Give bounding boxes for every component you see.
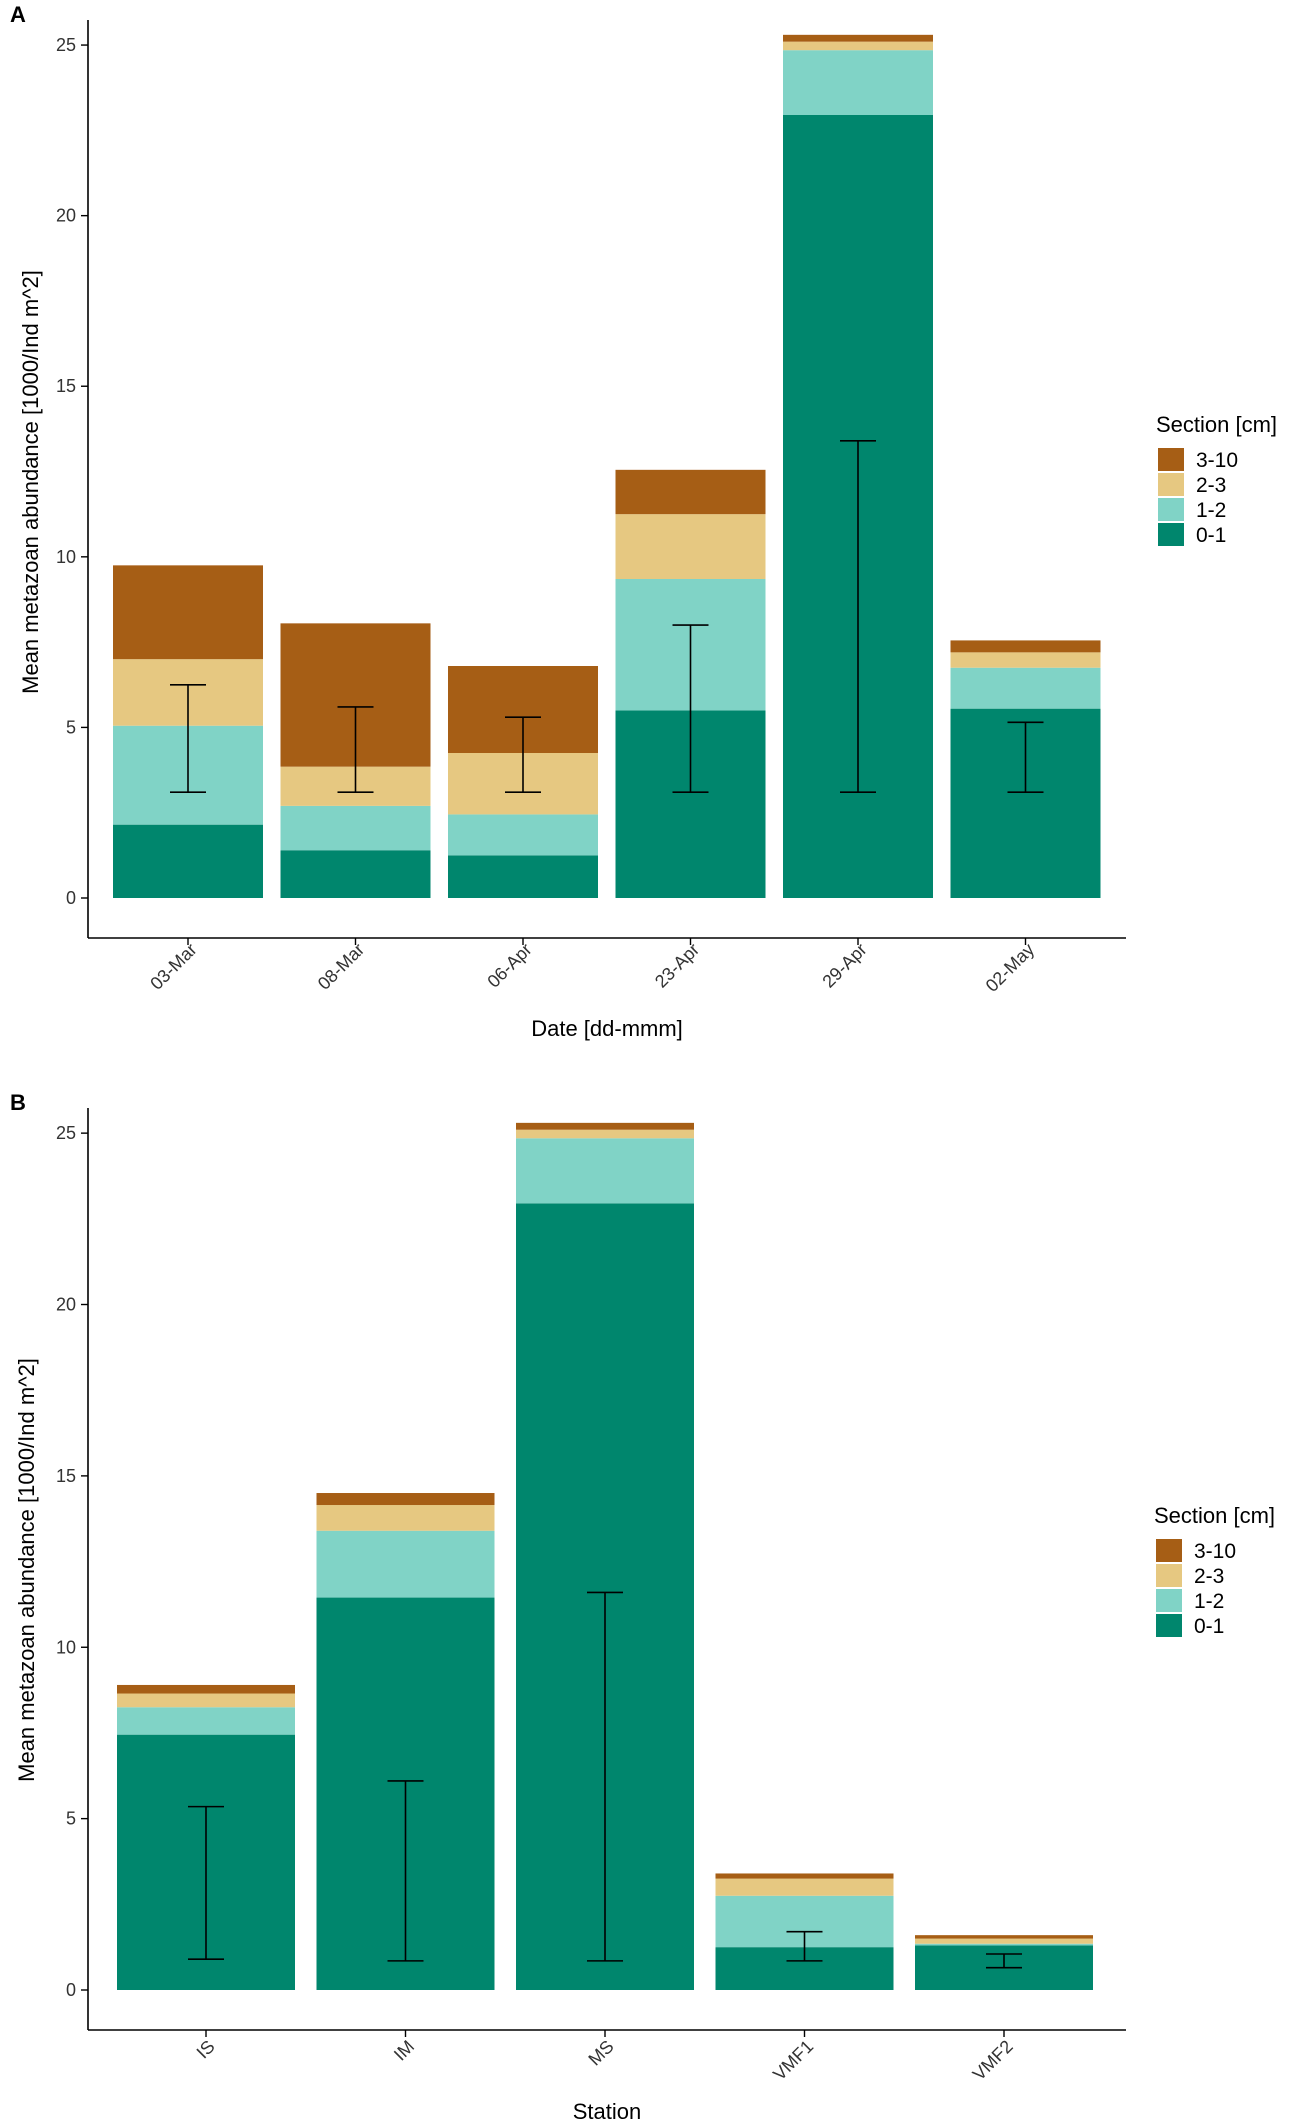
bar-3-10-VMF2 xyxy=(915,1935,1093,1939)
bar-3-10-02-May xyxy=(950,640,1101,653)
bar-2-3-VMF1 xyxy=(715,1878,894,1896)
bar-1-2-06-Apr xyxy=(448,814,598,856)
error-bar-03-Mar xyxy=(170,683,206,794)
legend-label-1-2: 1-2 xyxy=(1196,499,1226,522)
y-tick-label: 25 xyxy=(56,35,76,55)
bar-3-10-MS xyxy=(516,1122,694,1130)
bar-1-2-MS xyxy=(516,1138,694,1204)
error-bar-29-Apr xyxy=(840,440,876,794)
panel-label: B xyxy=(10,1090,26,1115)
legend-label-3-10: 3-10 xyxy=(1196,449,1238,472)
bar-2-3-29-Apr xyxy=(783,41,933,51)
bar-1-2-29-Apr xyxy=(783,50,933,116)
legend-swatch-3-10 xyxy=(1156,1539,1182,1562)
x-axis-title: Station xyxy=(573,2099,642,2124)
error-bar-IS xyxy=(188,1805,224,1960)
legend-swatch-1-2 xyxy=(1158,498,1184,521)
panel-label: A xyxy=(10,2,26,27)
legend-label-2-3: 2-3 xyxy=(1194,1565,1224,1588)
error-bar-IM xyxy=(387,1780,424,1962)
error-bar-MS xyxy=(587,1591,623,1962)
x-tick-label: IS xyxy=(193,2036,219,2062)
x-axis-title: Date [dd-mmm] xyxy=(531,1016,683,1041)
error-bar-23-Apr xyxy=(672,624,709,794)
y-tick-label: 20 xyxy=(56,1295,76,1315)
y-tick-label: 10 xyxy=(56,547,76,567)
legend-title: Section [cm] xyxy=(1156,412,1277,437)
x-tick-label: 23-Apr xyxy=(651,939,703,991)
bar-3-10-29-Apr xyxy=(783,34,933,42)
bar-1-2-IM xyxy=(316,1530,495,1598)
bar-1-2-IS xyxy=(117,1707,295,1735)
bar-3-10-IM xyxy=(316,1493,495,1506)
y-tick-label: 15 xyxy=(56,376,76,396)
x-tick-label: 08-Mar xyxy=(314,939,368,993)
bar-0-1-08-Mar xyxy=(280,850,431,898)
legend-swatch-0-1 xyxy=(1158,523,1184,546)
error-bar-VMF2 xyxy=(986,1953,1022,1969)
bar-3-10-23-Apr xyxy=(615,469,766,515)
legend-swatch-0-1 xyxy=(1156,1614,1182,1637)
legend-label-2-3: 2-3 xyxy=(1196,474,1226,497)
y-tick-label: 0 xyxy=(66,1980,76,2000)
y-tick-label: 0 xyxy=(66,888,76,908)
x-tick-label: 06-Apr xyxy=(483,939,535,991)
legend-swatch-3-10 xyxy=(1158,448,1184,471)
y-tick-label: 5 xyxy=(66,717,76,737)
legend-label-1-2: 1-2 xyxy=(1194,1590,1224,1613)
x-tick-label: 02-May xyxy=(982,939,1039,996)
bar-1-2-VMF2 xyxy=(915,1943,1093,1946)
bar-0-1-06-Apr xyxy=(448,855,598,898)
panel-a: A 03-Mar 08-Mar 06-Apr 23-Apr 29-Apr 02-May 0 5 1… xyxy=(10,2,1277,1041)
error-bar-06-Apr xyxy=(505,716,541,794)
legend-title: Section [cm] xyxy=(1154,1503,1275,1528)
error-bar-08-Mar xyxy=(337,706,374,794)
y-tick-label: 25 xyxy=(56,1123,76,1143)
bar-0-1-03-Mar xyxy=(113,824,263,898)
legend-label-0-1: 0-1 xyxy=(1194,1615,1224,1638)
legend: Section [cm] 3-102-31-20-1 xyxy=(1154,1503,1275,1638)
y-axis-title: Mean metazoan abundance [1000/Ind m^2] xyxy=(14,1358,39,1782)
legend: Section [cm] 3-102-31-20-1 xyxy=(1156,412,1277,547)
y-axis-title: Mean metazoan abundance [1000/Ind m^2] xyxy=(18,270,43,694)
bar-2-3-MS xyxy=(516,1129,694,1139)
bar-2-3-IM xyxy=(316,1505,495,1531)
bar-3-10-IS xyxy=(117,1684,295,1694)
bar-3-10-03-Mar xyxy=(113,565,263,660)
bar-1-2-08-Mar xyxy=(280,805,431,851)
x-tick-label: MS xyxy=(584,2036,617,2069)
x-tick-label: VMF1 xyxy=(769,2036,817,2084)
bar-2-3-23-Apr xyxy=(615,514,766,579)
error-bar-VMF1 xyxy=(786,1930,823,1962)
bar-3-10-VMF1 xyxy=(715,1873,894,1879)
x-tick-label: VMF2 xyxy=(969,2036,1017,2084)
bar-2-3-02-May xyxy=(950,652,1101,668)
y-tick-label: 10 xyxy=(56,1637,76,1657)
x-tick-label: IM xyxy=(390,2036,418,2064)
y-tick-label: 20 xyxy=(56,206,76,226)
legend-label-0-1: 0-1 xyxy=(1196,524,1226,547)
y-tick-label: 5 xyxy=(66,1809,76,1829)
bar-2-3-IS xyxy=(117,1693,295,1708)
legend-swatch-2-3 xyxy=(1156,1564,1182,1587)
error-bar-02-May xyxy=(1007,721,1044,794)
legend-swatch-1-2 xyxy=(1156,1589,1182,1612)
x-tick-label: 03-Mar xyxy=(146,939,200,993)
x-tick-label: 29-Apr xyxy=(818,939,870,991)
legend-swatch-2-3 xyxy=(1158,473,1184,496)
legend-label-3-10: 3-10 xyxy=(1194,1540,1236,1563)
bar-2-3-VMF2 xyxy=(915,1938,1093,1944)
bar-1-2-02-May xyxy=(950,667,1101,709)
panel-b: B IS IM MS VMF1 VMF2 0 5 10 15 20 25 Station Mean met… xyxy=(10,1090,1275,2124)
y-tick-label: 15 xyxy=(56,1466,76,1486)
